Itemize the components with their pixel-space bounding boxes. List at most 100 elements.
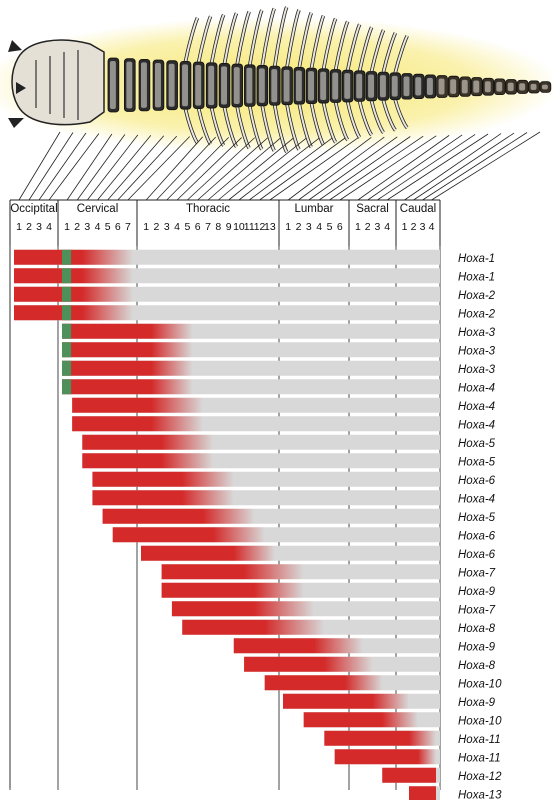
- expression-bar: [171, 601, 314, 617]
- gene-label: Hoxa-6: [458, 475, 496, 487]
- connector-line: [404, 133, 502, 201]
- connector-line: [329, 135, 424, 201]
- gene-label: Hoxa-5: [458, 438, 496, 450]
- connector-line: [38, 132, 87, 201]
- vertebra-number: 5: [327, 221, 333, 233]
- gene-label: Hoxa-8: [458, 660, 496, 672]
- expression-bar: [82, 453, 214, 469]
- gene-label: Hoxa-5: [458, 456, 496, 468]
- connector-line: [187, 137, 255, 201]
- connector-line: [339, 135, 437, 201]
- expression-bars: [14, 249, 441, 800]
- vertebra-number: 3: [306, 221, 312, 233]
- vertebra-number: 5: [105, 221, 111, 233]
- expression-bar: [14, 286, 133, 302]
- vertebra-number: 1: [402, 221, 408, 233]
- gene-label: Hoxa-12: [458, 771, 502, 783]
- gene-label: Hoxa-6: [458, 530, 496, 542]
- vertebra-number: 3: [374, 221, 380, 233]
- connector-line: [28, 132, 74, 201]
- gene-label: Hoxa-9: [458, 641, 496, 653]
- connector-line: [48, 133, 100, 201]
- gene-label: Hoxa-2: [458, 308, 496, 320]
- connector-line: [76, 134, 126, 201]
- connector-line: [308, 136, 398, 201]
- gene-label: Hoxa-4: [458, 419, 495, 431]
- expression-bar: [62, 342, 193, 358]
- connector-line: [386, 133, 489, 201]
- vertebra-number: 12: [254, 221, 266, 233]
- vertebra-number: 1: [143, 221, 149, 233]
- anterior-boundary-mark: [62, 379, 72, 395]
- expression-bar: [161, 582, 304, 598]
- connector-line: [238, 137, 320, 201]
- connector-line: [117, 135, 178, 201]
- vertebra-number: 4: [46, 221, 52, 233]
- gene-label: Hoxa-11: [458, 734, 501, 746]
- region-label-4: Sacral: [356, 203, 389, 215]
- gene-label: Hoxa-13: [458, 789, 502, 800]
- gene-label: Hoxa-4: [458, 493, 495, 505]
- expression-bar: [283, 693, 409, 709]
- connector-line: [413, 132, 515, 201]
- vertebra-number: 8: [215, 221, 221, 233]
- vertebra-number: 7: [205, 221, 211, 233]
- expression-bar: [244, 656, 373, 672]
- connector-line: [87, 134, 139, 201]
- connector-line: [97, 135, 152, 201]
- expression-bar: [82, 434, 214, 450]
- connector-line: [107, 135, 165, 201]
- anterior-boundary-mark: [62, 249, 72, 265]
- region-label-2: Thoracic: [186, 203, 230, 215]
- connector-line: [248, 137, 333, 201]
- anterior-boundary-mark: [62, 360, 72, 376]
- connector-line: [156, 136, 216, 201]
- region-label-3: Lumbar: [295, 203, 334, 215]
- vertebra-number: 2: [296, 221, 302, 233]
- gene-labels: Hoxa-1 Hoxa-1 Hoxa-2 Hoxa-2 Hoxa-3 Hoxa-3 Hoxa…: [458, 253, 502, 800]
- gene-label: Hoxa-10: [458, 715, 502, 727]
- vertebra-number: 4: [429, 221, 435, 233]
- expression-bar: [62, 379, 193, 395]
- vertebra-number: 6: [337, 221, 343, 233]
- expression-bar: [409, 786, 436, 800]
- gene-label: Hoxa-9: [458, 697, 496, 709]
- connector-line: [207, 137, 281, 201]
- gene-label: Hoxa-8: [458, 623, 496, 635]
- vertebra-number: 4: [316, 221, 322, 233]
- connector-line: [127, 136, 191, 201]
- connector-line: [422, 132, 528, 201]
- gene-label: Hoxa-4: [458, 401, 495, 413]
- expression-bar: [182, 619, 325, 635]
- expression-bar: [92, 471, 234, 487]
- connector-line: [166, 137, 229, 201]
- vertebra-number: 4: [174, 221, 180, 233]
- expression-bar: [141, 545, 275, 561]
- vertebra-number: 11: [244, 221, 255, 233]
- expression-bar: [382, 767, 436, 783]
- connector-line: [318, 136, 411, 201]
- vertebra-number: 5: [184, 221, 190, 233]
- gene-label: Hoxa-6: [458, 549, 496, 561]
- vertebra-number: 6: [115, 221, 121, 233]
- vertebra-number: 4: [384, 221, 390, 233]
- connector-line: [431, 131, 541, 201]
- anterior-boundary-mark: [62, 268, 72, 284]
- gene-label: Hoxa-3: [458, 327, 496, 339]
- connector-line: [357, 135, 450, 201]
- region-label-0: Occiptital: [10, 203, 57, 215]
- expression-bar: [14, 268, 133, 284]
- vertebra-number: 7: [125, 221, 131, 233]
- expression-bar: [264, 675, 383, 691]
- connector-lines: [18, 131, 541, 201]
- expression-bar: [324, 730, 436, 746]
- connector-line: [18, 131, 61, 201]
- region-label-1: Cervical: [77, 203, 119, 215]
- vertebra-number: 10: [233, 221, 245, 233]
- vertebra-number: 2: [74, 221, 80, 233]
- skeleton-illustration: [0, 6, 553, 154]
- expression-bar: [14, 249, 133, 265]
- expression-bar: [112, 527, 265, 543]
